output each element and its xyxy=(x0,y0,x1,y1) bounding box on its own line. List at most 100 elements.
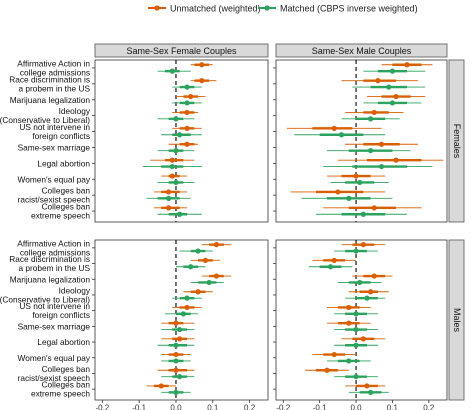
matched-point-r0-c1-1 xyxy=(386,84,392,90)
category-label-females-6: Legal abortion xyxy=(37,158,90,168)
row-strip-males xyxy=(448,239,465,401)
unmatched-point-r1-c1-2 xyxy=(371,273,377,279)
x-tick-label-c1-0: -0.2 xyxy=(276,404,290,410)
unmatched-point-r1-c0-3 xyxy=(195,289,201,295)
matched-point-r0-c0-0 xyxy=(169,68,175,74)
legend-label-unmatched-weighted: Unmatched (weighted) xyxy=(170,4,261,14)
unmatched-point-r0-c0-6 xyxy=(169,157,175,163)
category-label-females-7: Women's equal pay xyxy=(18,174,91,184)
matched-point-r0-c1-2 xyxy=(389,100,396,106)
category-label-males-0: Affirmative Action in college admissions xyxy=(17,238,90,257)
matched-point-r1-c1-0 xyxy=(353,248,359,254)
legend-marker-unmatched-weighted xyxy=(154,5,160,11)
unmatched-point-r1-c0-6 xyxy=(177,336,183,342)
unmatched-point-r0-c1-4 xyxy=(331,125,337,131)
column-strip-label-same-sex-female-couples: Same-Sex Female Couples xyxy=(126,46,237,56)
unmatched-point-r1-c1-5 xyxy=(346,320,352,326)
category-label-females-0: Affirmative Action in college admissions xyxy=(17,58,90,77)
unmatched-point-r0-c1-6 xyxy=(393,157,399,163)
x-tick-label-c1-3: 0.1 xyxy=(387,404,399,410)
category-label-females-1: Race discrimination is a probem in the US xyxy=(9,74,90,93)
unmatched-point-r1-c1-6 xyxy=(360,336,366,342)
unmatched-point-r0-c1-9 xyxy=(371,205,377,211)
matched-point-r0-c0-6 xyxy=(169,163,175,170)
matched-point-r0-c0-1 xyxy=(184,84,190,90)
panel-frame-r1-c1 xyxy=(275,239,448,401)
x-tick-label-c0-1: -0.1 xyxy=(132,404,146,410)
category-label-males-1: Race discrimination is a probem in the US xyxy=(9,254,90,273)
matched-point-r0-c1-9 xyxy=(360,211,366,217)
x-tick-label-c0-2: 0.0 xyxy=(170,404,182,410)
category-label-males-2: Marijuana legalization xyxy=(10,274,91,284)
category-label-males-5: Same-sex marriage xyxy=(18,321,91,331)
category-label-females-3: Ideology (Conservative to Liberal) xyxy=(0,106,91,125)
unmatched-point-r0-c1-3 xyxy=(371,109,377,116)
matched-point-r1-c0-2 xyxy=(206,279,212,286)
unmatched-point-r1-c1-3 xyxy=(367,289,374,295)
unmatched-point-r1-c0-8 xyxy=(173,367,179,373)
category-label-females-5: Same-sex marriage xyxy=(18,142,91,152)
unmatched-point-r0-c0-2 xyxy=(188,93,194,100)
unmatched-point-r0-c1-8 xyxy=(335,189,341,195)
matched-point-r1-c1-4 xyxy=(353,311,359,317)
x-tick-label-c1-2: 0.0 xyxy=(350,404,362,410)
matched-point-r0-c1-0 xyxy=(389,68,396,74)
matched-point-r1-c0-0 xyxy=(195,248,201,254)
matched-point-r0-c1-6 xyxy=(378,163,385,170)
unmatched-point-r0-c0-4 xyxy=(184,125,190,131)
unmatched-point-r0-c0-8 xyxy=(166,189,172,195)
matched-point-r1-c1-5 xyxy=(353,326,359,333)
matched-point-r0-c0-2 xyxy=(184,100,190,106)
matched-point-r1-c0-7 xyxy=(173,358,179,364)
category-label-males-8: Colleges ban racist/sexist speech xyxy=(18,364,91,383)
category-label-males-4: US not intervene in foreign conflicts xyxy=(19,301,90,320)
matched-point-r1-c1-1 xyxy=(327,264,334,270)
x-tick-label-c0-4: 0.2 xyxy=(244,404,256,410)
unmatched-point-r0-c0-3 xyxy=(184,109,190,116)
matched-point-r1-c1-7 xyxy=(346,358,352,364)
unmatched-point-r0-c0-7 xyxy=(169,173,175,179)
legend-label-matched-cbps-inverse-weighted: Matched (CBPS inverse weighted) xyxy=(280,4,418,14)
matched-point-r0-c0-3 xyxy=(173,116,179,122)
matched-point-r1-c1-6 xyxy=(353,342,359,348)
unmatched-point-r0-c1-1 xyxy=(375,78,381,84)
matched-point-r0-c0-8 xyxy=(166,195,172,201)
panel-frame-r0-c0 xyxy=(94,59,269,223)
matched-point-r0-c0-5 xyxy=(173,148,179,154)
unmatched-point-r1-c1-4 xyxy=(346,304,352,311)
column-strip-label-same-sex-male-couples: Same-Sex Male Couples xyxy=(312,46,412,56)
unmatched-point-r1-c1-8 xyxy=(324,367,330,373)
unmatched-point-r1-c0-1 xyxy=(202,257,209,263)
matched-point-r0-c1-4 xyxy=(338,132,345,138)
category-label-females-2: Marijuana legalization xyxy=(10,95,91,105)
category-label-females-4: US not intervene in foreign conflicts xyxy=(19,122,90,141)
unmatched-point-r0-c0-5 xyxy=(184,141,190,147)
unmatched-point-r1-c1-0 xyxy=(360,242,366,248)
matched-point-r1-c0-3 xyxy=(184,295,190,301)
matched-point-r0-c1-5 xyxy=(367,148,374,154)
unmatched-point-r0-c1-7 xyxy=(353,173,359,179)
row-strip-label-males: Males xyxy=(452,308,462,333)
matched-point-r0-c0-7 xyxy=(173,179,179,186)
matched-point-r0-c0-9 xyxy=(177,211,183,217)
matched-point-r1-c1-3 xyxy=(364,295,370,301)
unmatched-point-r0-c0-0 xyxy=(199,62,205,68)
matched-point-r1-c0-6 xyxy=(173,342,179,348)
row-strip-label-females: Females xyxy=(452,124,462,159)
unmatched-point-r1-c0-5 xyxy=(173,320,179,326)
matched-point-r1-c0-1 xyxy=(188,264,194,270)
unmatched-point-r1-c1-7 xyxy=(331,351,337,358)
matched-point-r1-c0-9 xyxy=(173,389,179,395)
unmatched-point-r1-c0-7 xyxy=(173,351,179,358)
matched-point-r1-c1-8 xyxy=(353,374,359,380)
unmatched-point-r1-c0-9 xyxy=(158,383,164,389)
x-tick-label-c0-3: 0.1 xyxy=(207,404,219,410)
column-strip-same-sex-male-couples xyxy=(275,43,448,58)
column-strip-same-sex-female-couples xyxy=(94,43,269,58)
category-label-males-6: Legal abortion xyxy=(37,337,90,347)
unmatched-point-r0-c0-9 xyxy=(166,205,172,211)
category-label-females-9: Colleges ban extreme speech xyxy=(31,202,90,221)
unmatched-point-r1-c0-4 xyxy=(184,304,190,311)
matched-point-r1-c1-2 xyxy=(357,279,363,286)
